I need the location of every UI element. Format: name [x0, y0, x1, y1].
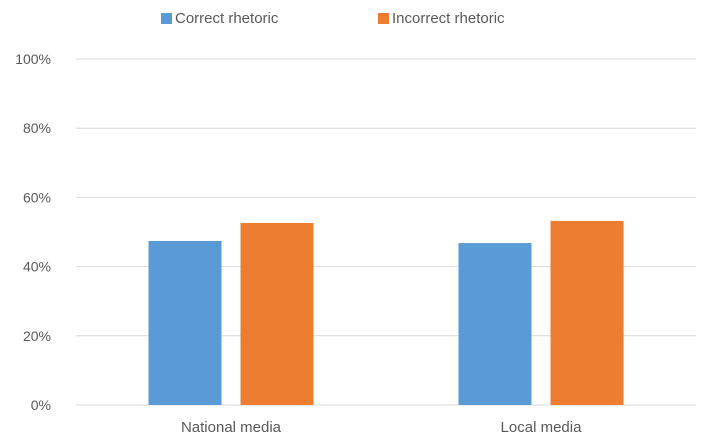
legend-label: Correct rhetoric: [175, 10, 279, 27]
y-tick-label: 40%: [23, 259, 51, 275]
legend-swatch: [161, 13, 172, 24]
y-tick-label: 100%: [15, 51, 51, 67]
bars: [148, 220, 624, 405]
y-tick-label: 20%: [23, 328, 51, 344]
y-tick-label: 60%: [23, 189, 51, 205]
legend: Correct rhetoric Incorrect rhetoric: [161, 10, 505, 27]
legend-label: Incorrect rhetoric: [392, 10, 505, 27]
y-tick-label: 0%: [31, 397, 51, 413]
y-axis-ticks: 0% 20% 40% 60% 80% 100%: [15, 51, 51, 413]
bar: [458, 243, 532, 405]
x-category-label: Local media: [501, 419, 583, 435]
legend-swatch: [378, 13, 389, 24]
x-category-label: National media: [181, 419, 282, 435]
y-tick-label: 80%: [23, 120, 51, 136]
bar: [550, 220, 624, 405]
bar: [240, 223, 314, 405]
x-axis-categories: National media Local media: [181, 419, 582, 435]
bar: [148, 240, 222, 405]
